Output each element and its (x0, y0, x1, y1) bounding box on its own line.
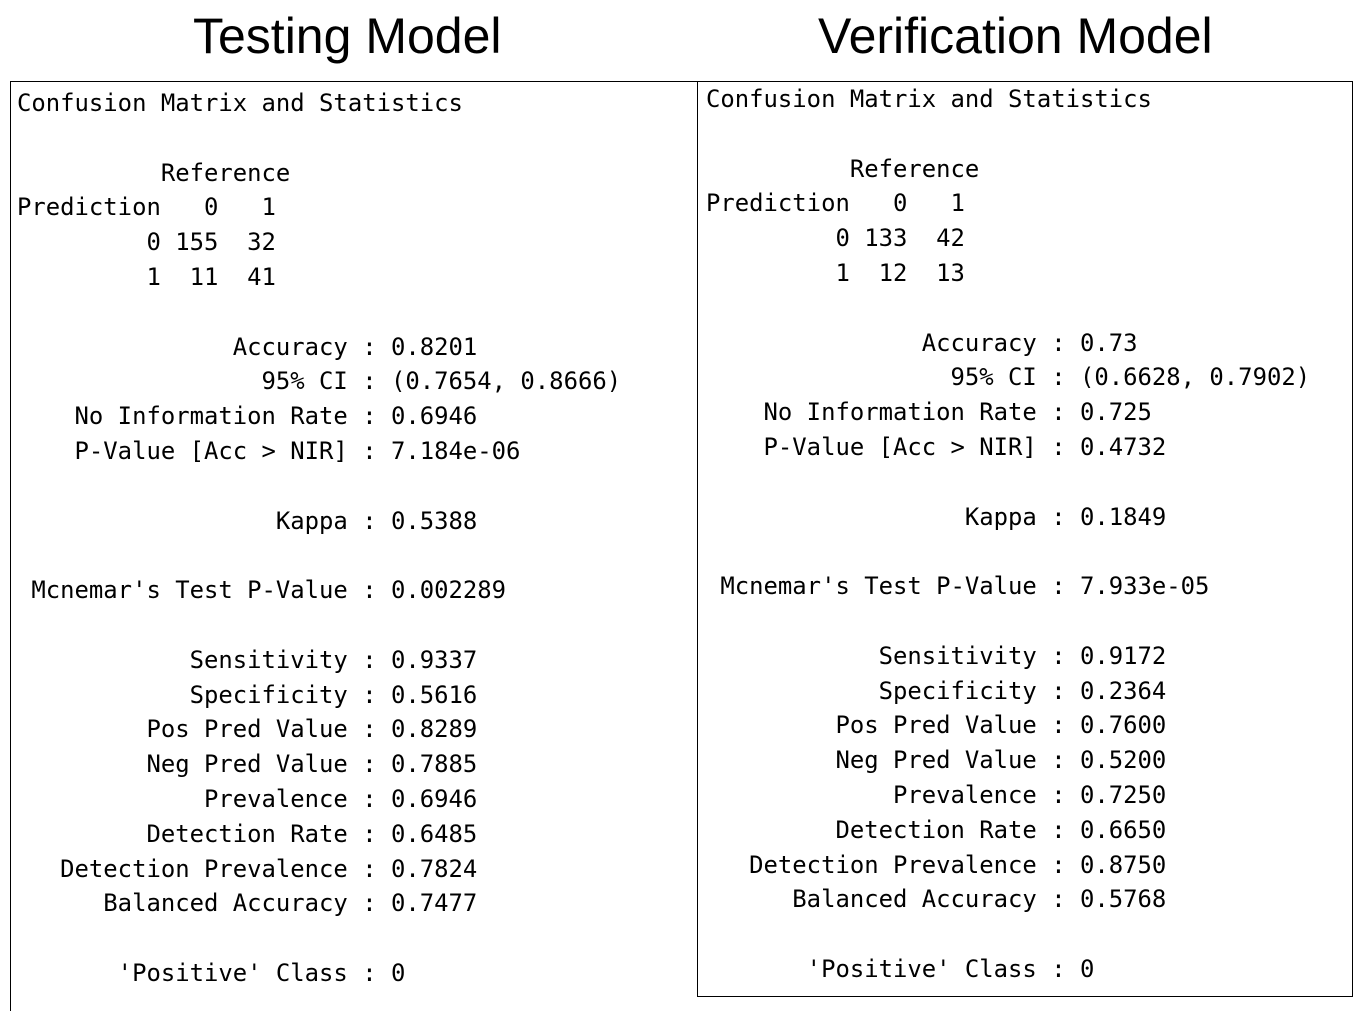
output-line: Mcnemar's Test P-Value : 0.002289 (17, 576, 507, 605)
output-line: Prevalence : 0.7250 (706, 780, 1167, 809)
output-line: Prediction 0 1 (17, 193, 276, 222)
verification-model-output-panel: Confusion Matrix and Statistics Referenc… (697, 81, 1353, 997)
output-line: Reference (17, 158, 291, 187)
output-line: 'Positive' Class : 0 (706, 954, 1095, 983)
output-line: Detection Rate : 0.6650 (706, 815, 1167, 844)
output-line: Kappa : 0.1849 (706, 502, 1167, 531)
output-line: 0 155 32 (17, 228, 276, 257)
output-line: No Information Rate : 0.725 (706, 398, 1152, 427)
output-line: 'Positive' Class : 0 (17, 958, 406, 987)
output-line: P-Value [Acc > NIR] : 7.184e-06 (17, 436, 521, 465)
output-line: Detection Prevalence : 0.8750 (706, 850, 1167, 879)
output-line: Balanced Accuracy : 0.7477 (17, 889, 478, 918)
output-line: Sensitivity : 0.9337 (17, 645, 478, 674)
output-line: Balanced Accuracy : 0.5768 (706, 885, 1167, 914)
output-line: Neg Pred Value : 0.5200 (706, 746, 1167, 775)
output-line: Accuracy : 0.8201 (17, 332, 478, 361)
output-line: Accuracy : 0.73 (706, 328, 1138, 357)
verification-model-console-output: Confusion Matrix and Statistics Referenc… (706, 82, 1310, 987)
testing-model-output-panel: Confusion Matrix and Statistics Referenc… (10, 81, 698, 1011)
testing-model-console-output: Confusion Matrix and Statistics Referenc… (17, 86, 621, 991)
output-line: Pos Pred Value : 0.7600 (706, 711, 1167, 740)
output-line: Prediction 0 1 (706, 189, 965, 218)
output-line: Neg Pred Value : 0.7885 (17, 750, 478, 779)
output-line: Prevalence : 0.6946 (17, 784, 478, 813)
output-line: Specificity : 0.2364 (706, 676, 1167, 705)
output-line: Kappa : 0.5388 (17, 506, 478, 535)
output-line: Confusion Matrix and Statistics (706, 85, 1152, 113)
output-line: Specificity : 0.5616 (17, 680, 478, 709)
output-line: 1 12 13 (706, 258, 965, 287)
testing-model-title: Testing Model (193, 8, 502, 64)
output-line: Reference (706, 154, 980, 183)
output-line: 95% CI : (0.6628, 0.7902) (706, 363, 1311, 392)
output-line: 0 133 42 (706, 224, 965, 253)
output-line: Pos Pred Value : 0.8289 (17, 715, 478, 744)
output-line: Confusion Matrix and Statistics (17, 89, 463, 117)
output-line: Sensitivity : 0.9172 (706, 641, 1167, 670)
output-line: 1 11 41 (17, 262, 276, 291)
output-line: P-Value [Acc > NIR] : 0.4732 (706, 432, 1167, 461)
output-line: Detection Rate : 0.6485 (17, 819, 478, 848)
output-line: Detection Prevalence : 0.7824 (17, 854, 478, 883)
output-line: No Information Rate : 0.6946 (17, 402, 478, 431)
verification-model-title: Verification Model (818, 8, 1213, 64)
output-line: Mcnemar's Test P-Value : 7.933e-05 (706, 572, 1210, 601)
output-line: 95% CI : (0.7654, 0.8666) (17, 367, 622, 396)
